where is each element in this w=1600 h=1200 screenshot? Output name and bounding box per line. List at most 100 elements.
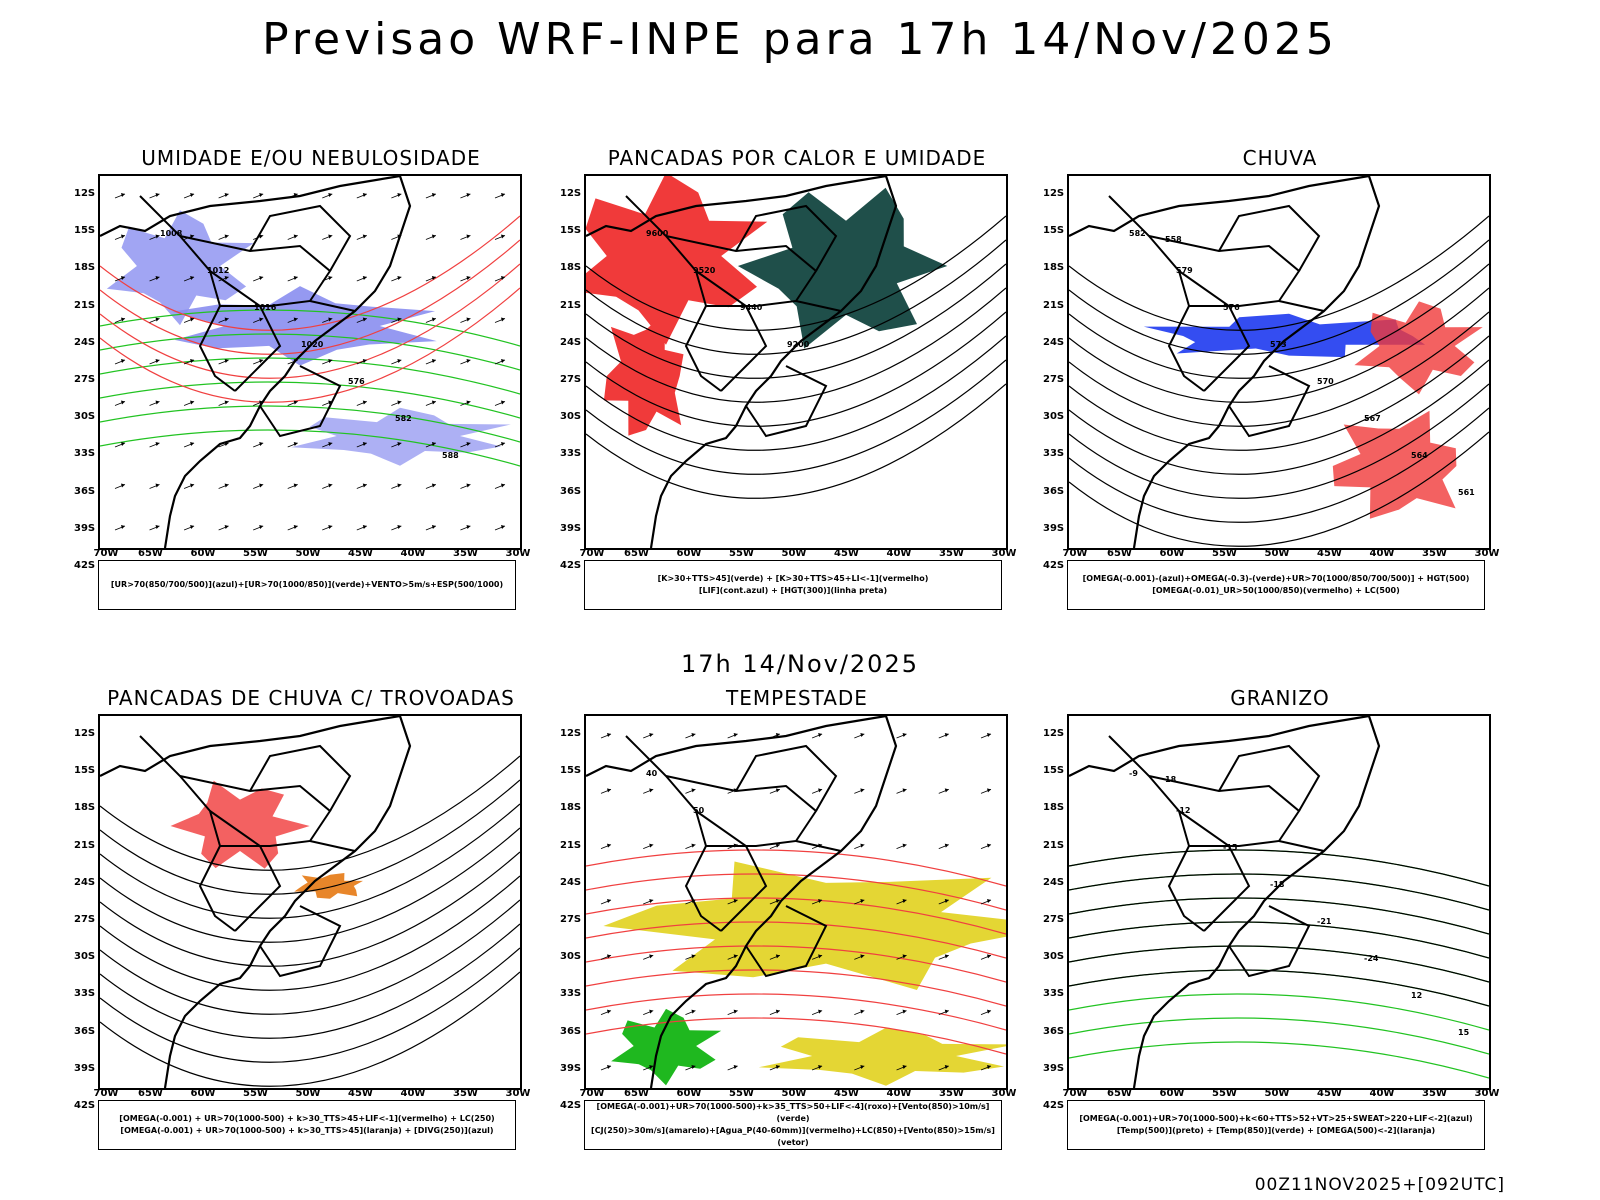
streamline-850 (586, 1017, 1006, 1055)
temp500-contour (1069, 849, 1489, 887)
contour-label: -15 (1223, 843, 1238, 852)
lon-tick-label: 65W (138, 1088, 163, 1099)
lon-tick-label: 45W (834, 548, 859, 559)
hgt300-contour (586, 383, 1006, 499)
lat-tick-label: 27S (74, 374, 96, 385)
wind-vector (494, 234, 506, 240)
wind-vector (600, 788, 612, 794)
wind-vector (938, 1065, 949, 1071)
map-canvas: 9600 9520 9440 9200 (586, 176, 1006, 548)
lon-tick-label: 40W (400, 548, 426, 559)
streamline-250 (100, 947, 520, 1063)
wind-vector (460, 317, 471, 323)
wind-vector (769, 788, 781, 794)
wind-vector (114, 400, 126, 406)
map-area: 582 579 576 573 570 567 564 561 558 (1067, 174, 1491, 550)
wind-vector (183, 400, 195, 406)
wind-vector (811, 899, 823, 905)
lon-tick-label: 70W (1062, 1088, 1088, 1099)
wind-vector (183, 525, 195, 531)
wind-vector (896, 788, 907, 794)
wind-vector (218, 193, 229, 199)
lat-tick-label: 39S (1043, 1062, 1065, 1074)
country-border (209, 810, 282, 932)
legend-box: [OMEGA(-0.001)+UR>70(1000-500)+k<60+TTS>… (1067, 1100, 1485, 1150)
streamline-250 (100, 923, 520, 1039)
hgt300-contour (586, 359, 1006, 475)
wind-vector (643, 954, 654, 960)
legend-line: [OMEGA(-0.001) + UR>70(1000-500) + k>30_… (119, 1114, 495, 1123)
contour-label: 9200 (787, 340, 810, 349)
lon-tick-label: 70W (93, 548, 119, 559)
wind-vector (149, 359, 160, 365)
country-border (1278, 840, 1325, 852)
streamline-850 (586, 993, 1006, 1031)
lon-tick-label: 60W (676, 1088, 702, 1099)
thunder-red-fill (170, 780, 310, 869)
lon-tick-label: 35W (939, 1088, 964, 1099)
instability-li-fill (603, 312, 684, 436)
wind-vector (896, 954, 907, 960)
lon-tick-label: 30W (991, 1088, 1017, 1099)
jet-yellow-fill (603, 861, 1006, 990)
temp500-contour (1069, 969, 1489, 1007)
wind-vector (460, 442, 471, 448)
wind-vector (643, 1065, 654, 1071)
lat-tick-label: 15S (1043, 765, 1065, 777)
lon-tick-label: 35W (453, 1088, 478, 1099)
wind-vector (600, 899, 612, 905)
country-border (259, 365, 342, 438)
lat-tick-label: 39S (74, 1062, 96, 1074)
map-area (98, 714, 522, 1090)
wind-vector (460, 359, 471, 365)
contour-label: -9 (1129, 769, 1138, 778)
lon-tick-label: 60W (190, 548, 216, 559)
instability-li-fill (586, 176, 768, 345)
panel-umidade: UMIDADE E/OU NEBULOSIDADE 1008 1012 1016 102… (74, 146, 546, 626)
wind-vector (391, 317, 402, 323)
humidity-low-contour (100, 357, 520, 395)
hgt300-contour (586, 263, 1006, 379)
country-border (309, 840, 356, 852)
wind-vector (494, 442, 506, 448)
wind-vector (494, 276, 506, 282)
wind-vector (287, 400, 298, 406)
lon-tick-label: 40W (886, 1088, 912, 1099)
hgt500-contour (1069, 335, 1489, 451)
wind-vector (114, 442, 126, 448)
wind-vector (727, 954, 738, 960)
lon-tick-label: 35W (1422, 548, 1447, 559)
wind-vector (980, 788, 992, 794)
wind-vector (391, 359, 402, 365)
hgt500-contour (1069, 287, 1489, 403)
lon-tick-label: 65W (1107, 1088, 1132, 1099)
lat-tick-label: 18S (560, 802, 582, 814)
forecast-time-label: 17h 14/Nov/2025 (680, 650, 919, 678)
wind-vector (356, 234, 367, 240)
wind-vector (769, 1009, 781, 1016)
wind-vector (494, 483, 506, 489)
lat-tick-label: 12S (1043, 188, 1065, 199)
lon-tick-label: 65W (624, 548, 649, 559)
jet-yellow-fill (758, 1027, 1006, 1086)
wind-vector (356, 525, 367, 531)
contour-label: 12 (1411, 991, 1422, 1000)
wind-vector (149, 193, 160, 199)
wind-vector (727, 1065, 738, 1071)
temp500-contour (1069, 921, 1489, 959)
lat-tick-label: 24S (1043, 336, 1065, 348)
streamline-250 (100, 971, 520, 1087)
contour-label: -12 (1176, 806, 1190, 815)
panel-pancadas-trovoadas: PANCADAS DE CHUVA C/ TROVOADAS 12S 15S 18S 2… (74, 686, 546, 1166)
country-border (1218, 204, 1321, 272)
wind-vector (685, 733, 696, 739)
wind-vector (322, 483, 333, 489)
streamline-850 (586, 945, 1006, 983)
country-border (309, 300, 356, 312)
wind-vector (685, 954, 696, 960)
country-border (1278, 300, 1325, 312)
wind-vector (322, 525, 333, 531)
map-canvas: 1008 1012 1016 1020 576 582 588 (100, 176, 520, 548)
country-border (1148, 235, 1301, 307)
wind-vector (685, 788, 696, 794)
